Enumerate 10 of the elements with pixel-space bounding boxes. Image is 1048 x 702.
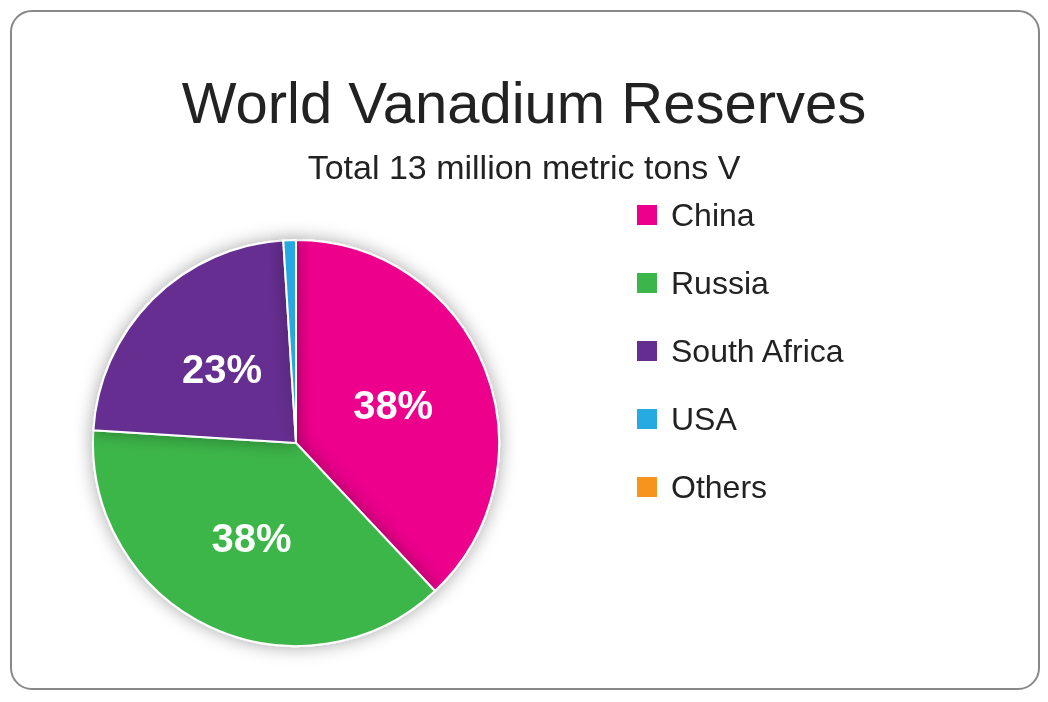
legend-label: USA: [671, 401, 738, 437]
legend-label: South Africa: [671, 333, 844, 369]
chart-subtitle: Total 13 million metric tons V: [307, 148, 741, 186]
chart-title: World Vanadium Reserves: [181, 69, 867, 135]
legend-label: Others: [671, 469, 768, 505]
legend-label: China: [671, 197, 755, 233]
data-label: 38%: [211, 515, 292, 560]
data-label: 23%: [182, 347, 263, 392]
data-label: 38%: [353, 382, 434, 427]
legend-label: Russia: [671, 265, 770, 301]
